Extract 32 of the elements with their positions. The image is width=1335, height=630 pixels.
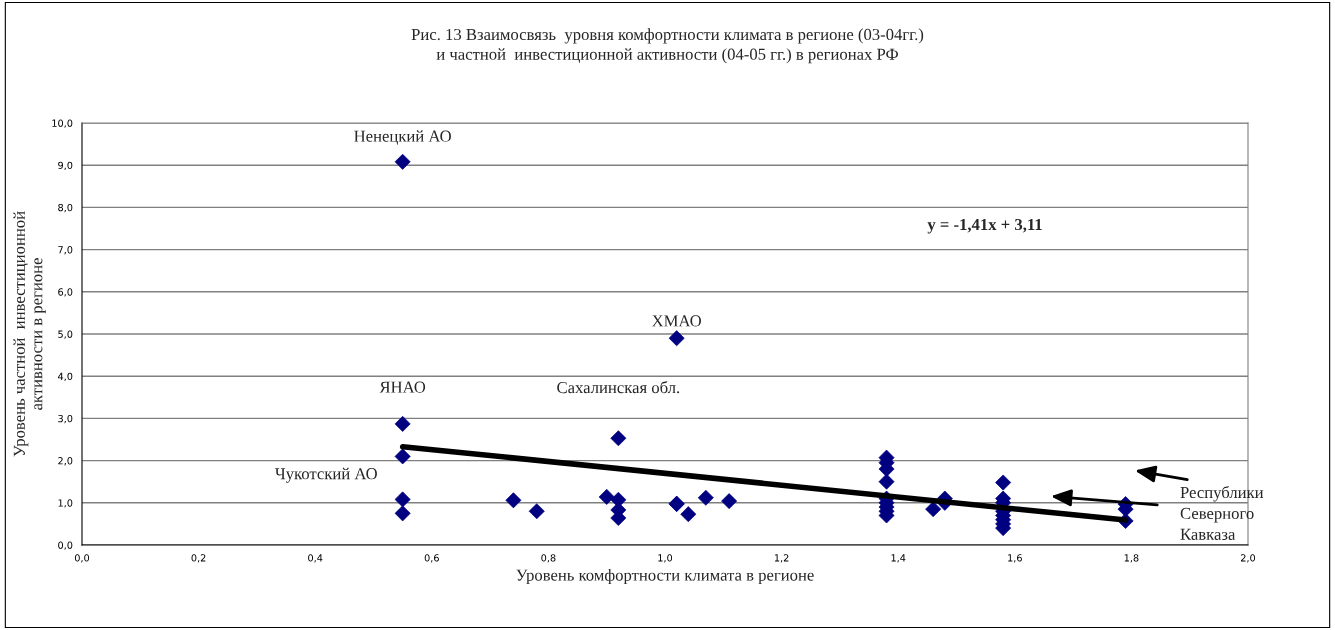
annotation: ЯНАО xyxy=(379,381,426,393)
annotation: Ненецкий АО xyxy=(354,130,451,145)
y-tick-label: 0,0 xyxy=(58,541,73,550)
x-tick-label: 1,2 xyxy=(774,554,789,563)
y-tick-label: 2,0 xyxy=(58,457,73,466)
x-tick-label: 2,0 xyxy=(1240,554,1256,563)
y-tick-label: 6,0 xyxy=(58,288,73,297)
x-tick-label: 1,4 xyxy=(891,554,906,563)
y-tick-label: 3,0 xyxy=(58,414,73,424)
x-tick-label: 0,0 xyxy=(74,554,90,563)
y-tick-label: 7,0 xyxy=(58,246,73,255)
x-tick-label: 0,6 xyxy=(424,554,439,563)
y-tick-label: 4,0 xyxy=(57,372,73,382)
annotation: Чукотский АО xyxy=(275,467,377,483)
annotation: Сахалинская обл. xyxy=(557,381,680,394)
annotation: y = -1,41x + 3,11 xyxy=(927,218,1042,234)
annotation: ХМАО xyxy=(651,315,702,327)
y-tick-label: 9,0 xyxy=(58,161,73,171)
x-axis-title: Уровень комфортности климата в регионе xyxy=(516,568,814,585)
y-axis-title: Уровень частной инвестиционной активности в регионе xyxy=(13,211,46,457)
x-tick-label: 1,8 xyxy=(1124,554,1139,563)
x-tick-label: 0,8 xyxy=(541,554,556,563)
x-tick-label: 0,2 xyxy=(191,554,206,563)
chart-title: Рис. 13 Взаимосвязь уровня комфортности климата в регионе (03-04гг.) и частной инвестиционной активности (04-05 гг.) в регионах РФ xyxy=(411,28,924,64)
y-tick-label: 1,0 xyxy=(58,499,73,508)
y-tick-label: 8,0 xyxy=(58,203,73,213)
annotation: Республики Северного Кавказа xyxy=(1180,486,1264,540)
x-tick-label: 1,6 xyxy=(1008,554,1022,563)
y-tick-label: 10,0 xyxy=(52,119,73,128)
x-tick-label: 1,0 xyxy=(658,554,673,563)
y-tick-label: 5,0 xyxy=(58,330,73,339)
x-tick-label: 0,4 xyxy=(308,554,323,563)
